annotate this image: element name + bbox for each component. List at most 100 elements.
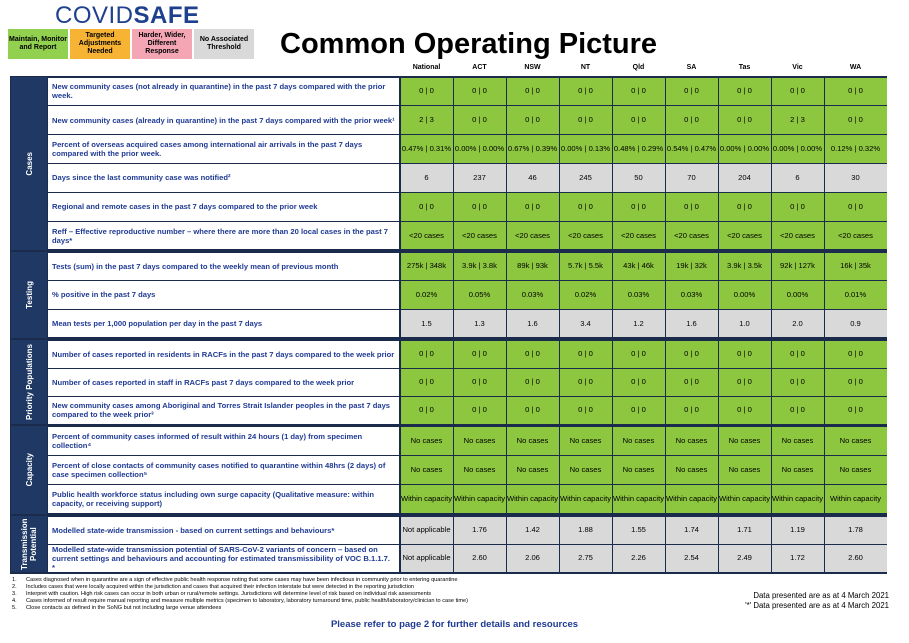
value-cell: 0 | 0 (771, 340, 824, 368)
value-cell: 3.9k | 3.8k (453, 252, 506, 281)
group-label: Cases (11, 77, 47, 250)
value-cell: 0 | 0 (506, 368, 559, 396)
value-cell: 0 | 0 (718, 368, 771, 396)
value-cell: 0 | 0 (824, 396, 887, 424)
value-cell: 16k | 35k (824, 252, 887, 281)
value-cell: 2.75 (559, 544, 612, 572)
value-cell: 0 | 0 (824, 77, 887, 106)
value-cell: 2.06 (506, 544, 559, 572)
as-at-note: '*' Data presented are as at 4 March 202… (745, 601, 889, 610)
value-cell: 2 | 3 (400, 106, 453, 135)
value-cell: No cases (824, 426, 887, 455)
value-cell: 0 | 0 (559, 368, 612, 396)
group-name: Transmission Potential (20, 518, 38, 570)
value-cell: 1.76 (453, 516, 506, 544)
value-cell: 1.72 (771, 544, 824, 572)
value-cell: 0 | 0 (559, 340, 612, 368)
value-cell: 6 (400, 164, 453, 192)
footnote-number: 2. (12, 584, 17, 590)
value-cell: No cases (453, 426, 506, 455)
value-cell: 0 | 0 (665, 340, 718, 368)
legend-item: Targeted Adjustments Needed (70, 29, 130, 59)
value-cell: 0.03% (506, 281, 559, 309)
value-cell: <20 cases (506, 221, 559, 250)
value-cell: 0 | 0 (718, 106, 771, 135)
value-cell: Within capacity (559, 485, 612, 514)
value-cell: No cases (718, 455, 771, 485)
value-cell: 0 | 0 (718, 396, 771, 424)
value-cell: 0 | 0 (453, 192, 506, 221)
value-cell: 0 | 0 (665, 368, 718, 396)
value-cell: No cases (771, 455, 824, 485)
value-cell: No cases (559, 426, 612, 455)
value-cell: Within capacity (824, 485, 887, 514)
row-label: Tests (sum) in the past 7 days compared … (48, 252, 399, 281)
value-cell: 0.02% (400, 281, 453, 309)
row-label: New community cases among Aboriginal and… (48, 396, 399, 424)
value-cell: 50 (612, 164, 665, 192)
value-cell: No cases (612, 426, 665, 455)
value-cell: <20 cases (824, 221, 887, 250)
value-cell: 0 | 0 (453, 340, 506, 368)
row-label: % positive in the past 7 days (48, 281, 399, 309)
value-cell: <20 cases (559, 221, 612, 250)
value-cell: 0 | 0 (612, 368, 665, 396)
row-label: Mean tests per 1,000 population per day … (48, 309, 399, 338)
value-cell: 0.9 (824, 309, 887, 338)
footnote-text: Interpret with caution. High risk cases … (26, 591, 432, 597)
value-cell: 0 | 0 (453, 77, 506, 106)
value-cell: 1.0 (718, 309, 771, 338)
value-cell: <20 cases (453, 221, 506, 250)
row-label: Percent of close contacts of community c… (48, 455, 399, 485)
column-header: Tas (738, 64, 751, 71)
value-cell: No cases (506, 426, 559, 455)
value-cell: Within capacity (400, 485, 453, 514)
value-cell: No cases (771, 426, 824, 455)
value-cell: 0.00% | 0.00% (771, 135, 824, 163)
legend-item: No Associated Threshold (194, 29, 254, 59)
value-cell: 0 | 0 (718, 340, 771, 368)
value-cell: 0.47% | 0.31% (400, 135, 453, 163)
value-cell: No cases (824, 455, 887, 485)
value-cell: No cases (400, 426, 453, 455)
value-cell: 0 | 0 (612, 77, 665, 106)
footnote-number: 3. (12, 591, 17, 597)
value-cell: 0 | 0 (824, 340, 887, 368)
value-cell: 0 | 0 (771, 77, 824, 106)
value-cell: 0 | 0 (771, 396, 824, 424)
row-label: Number of cases reported in residents in… (48, 340, 399, 368)
column-header: NSW (524, 64, 541, 71)
value-cell: 0 | 0 (453, 106, 506, 135)
footnote: 1. Cases diagnosed when in quarantine are… (12, 577, 458, 583)
legend-item: Harder, Wider, Different Response (132, 29, 192, 59)
value-cell: 0 | 0 (506, 396, 559, 424)
value-cell: 0 | 0 (400, 77, 453, 106)
value-cell: No cases (665, 426, 718, 455)
group-label: Capacity (11, 426, 47, 514)
value-cell: 2.54 (665, 544, 718, 572)
group-label: Testing (11, 252, 47, 338)
value-cell: 204 (718, 164, 771, 192)
footnote-number: 5. (12, 605, 17, 611)
value-cell: 92k | 127k (771, 252, 824, 281)
value-cell: 0.00% (718, 281, 771, 309)
legend-item: Maintain, Monitor and Report (8, 29, 68, 59)
value-cell: 0 | 0 (400, 340, 453, 368)
group-name: Priority Populations (24, 343, 34, 420)
value-cell: 1.42 (506, 516, 559, 544)
value-cell: 0 | 0 (824, 106, 887, 135)
value-cell: 0.05% (453, 281, 506, 309)
value-cell: 0.00% | 0.13% (559, 135, 612, 163)
footnote: 5. Close contacts as defined in the SoNG … (12, 605, 221, 611)
value-cell: No cases (559, 455, 612, 485)
footnote-text: Cases diagnosed when in quarantine are a… (26, 577, 458, 583)
value-cell: 0 | 0 (506, 340, 559, 368)
value-cell: <20 cases (400, 221, 453, 250)
value-cell: 0 | 0 (453, 368, 506, 396)
value-cell: 237 (453, 164, 506, 192)
value-cell: 0 | 0 (400, 192, 453, 221)
value-cell: 0 | 0 (665, 77, 718, 106)
value-cell: 0 | 0 (506, 192, 559, 221)
value-cell: 0 | 0 (665, 106, 718, 135)
group-name: Testing (24, 281, 34, 309)
